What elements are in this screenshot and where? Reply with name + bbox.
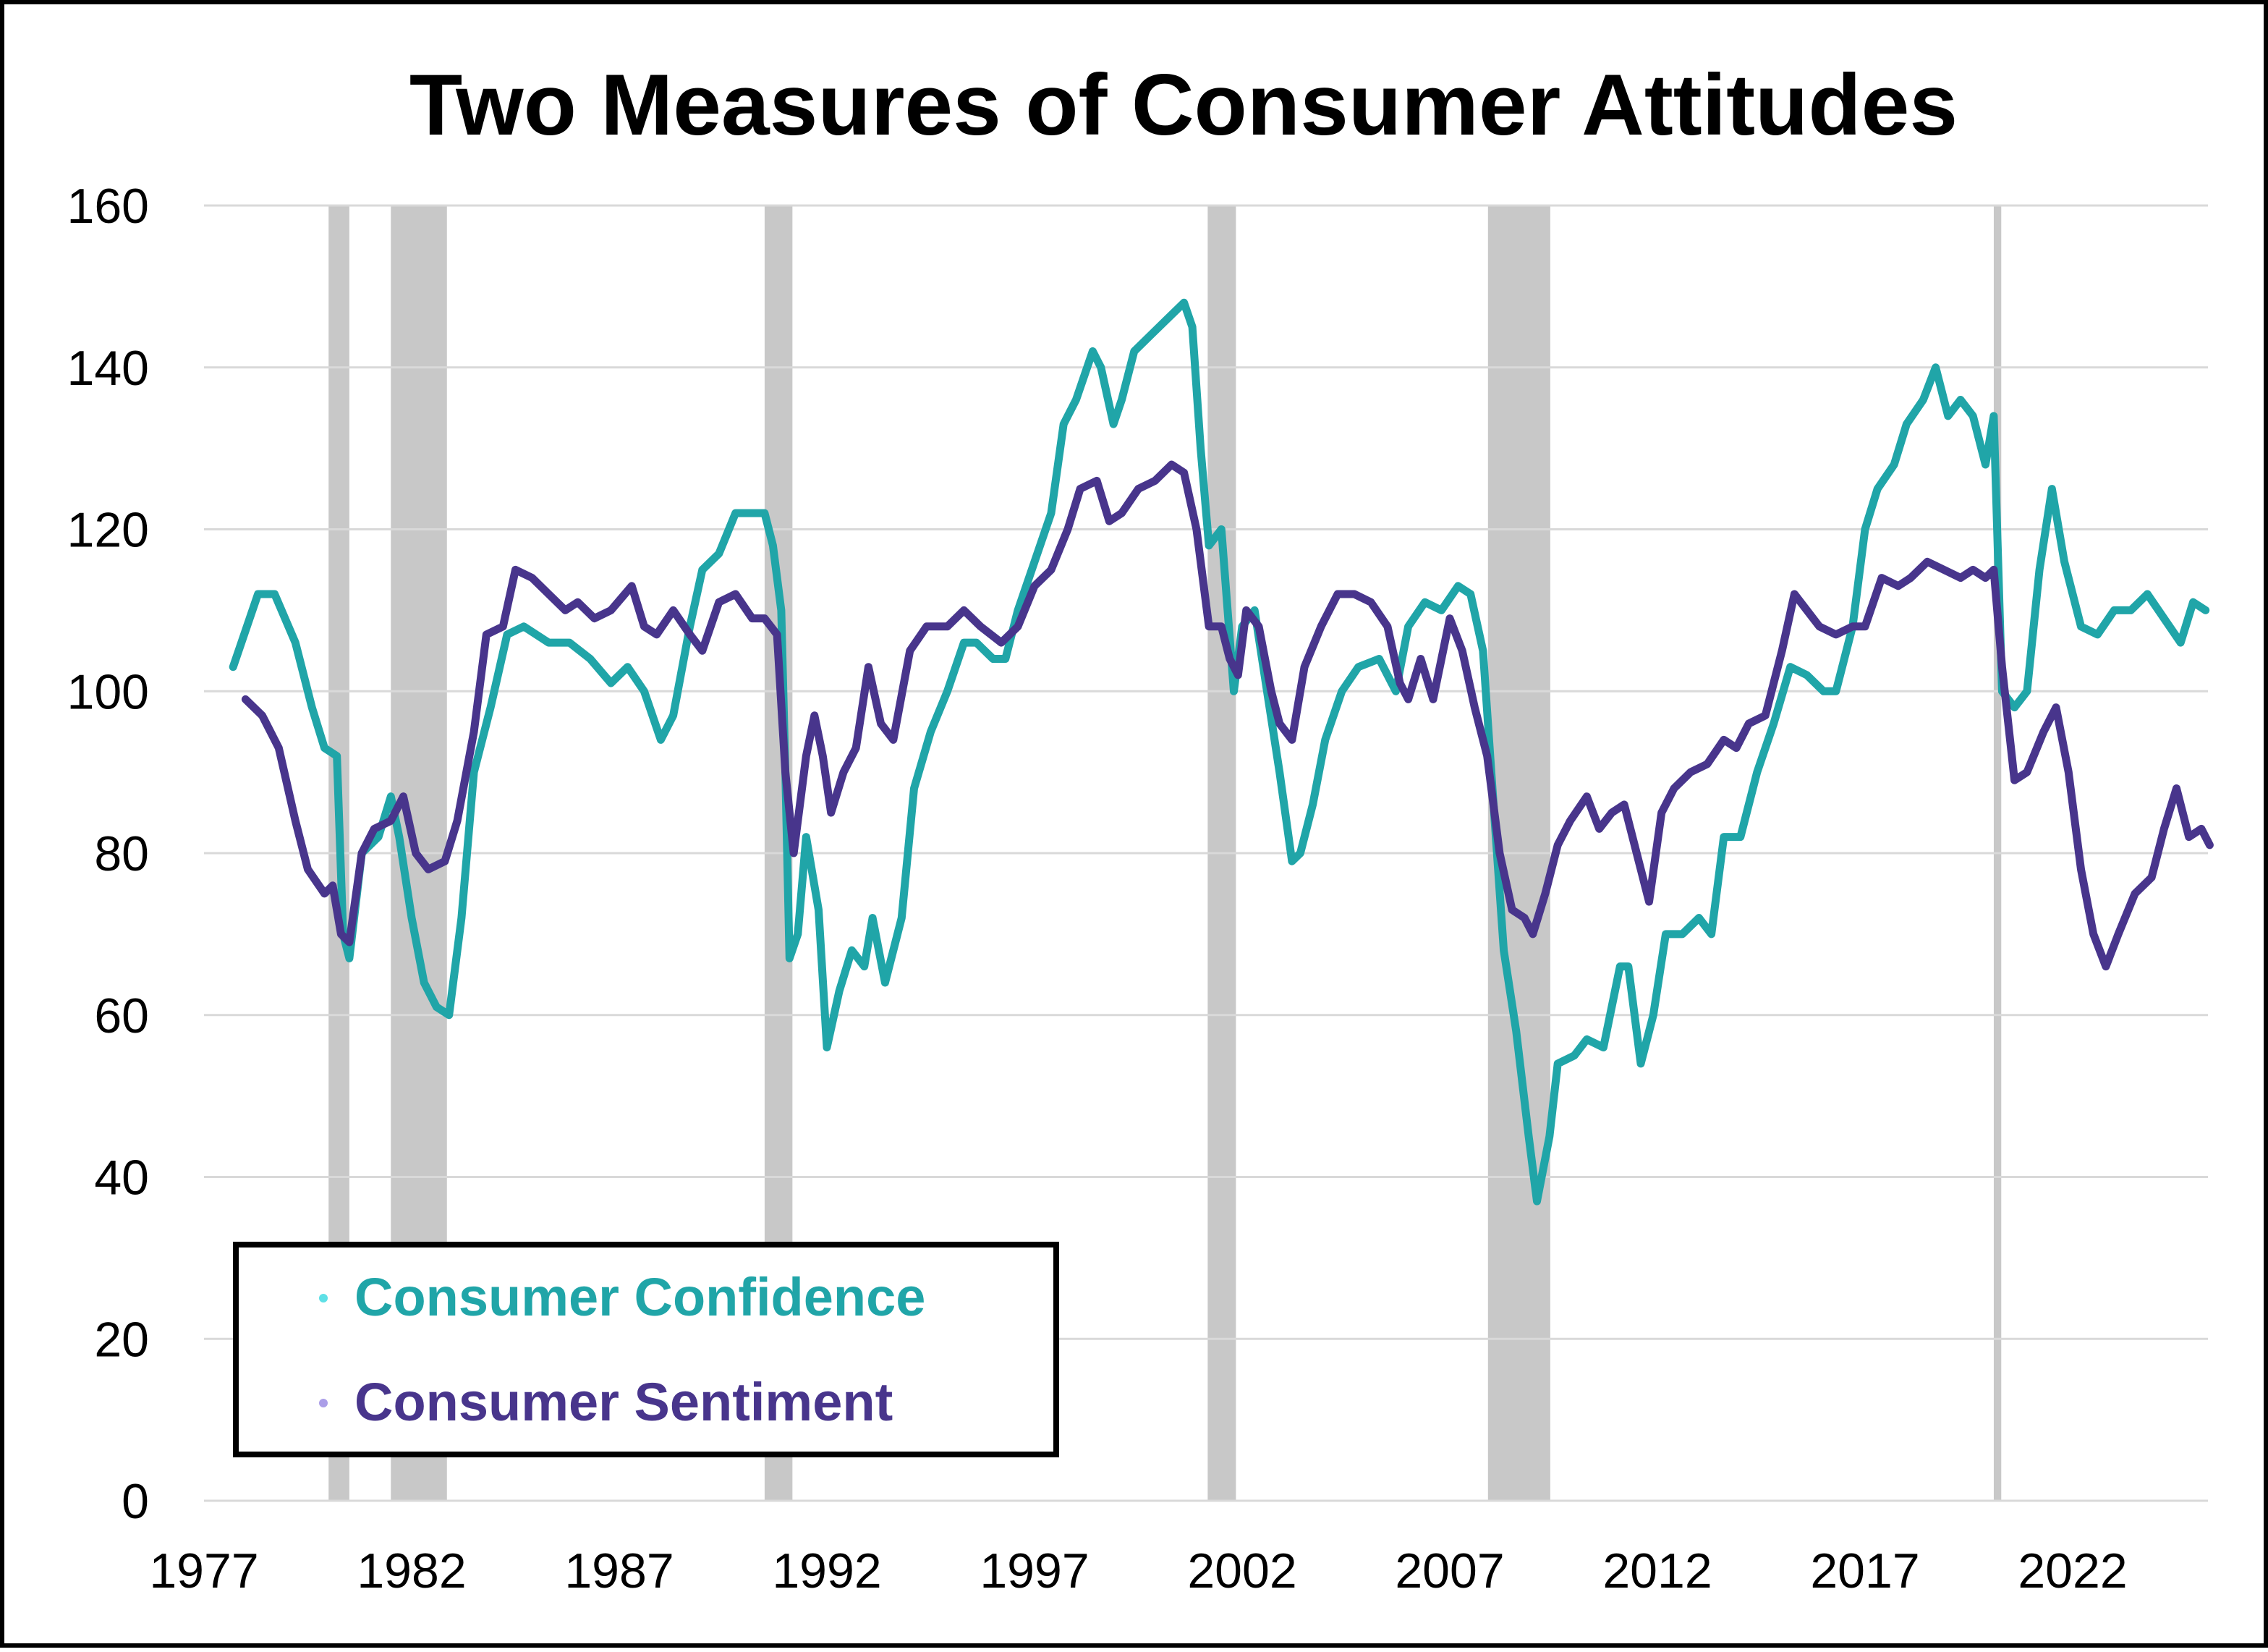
x-tick-label: 2012	[1602, 1543, 1712, 1598]
legend-confidence-label: Consumer Confidence	[354, 1267, 925, 1327]
x-tick-label: 2022	[2018, 1543, 2127, 1598]
y-tick-label: 100	[67, 664, 149, 719]
y-tick-label: 20	[94, 1312, 149, 1367]
y-tick-label: 140	[67, 341, 149, 396]
y-tick-label: 80	[94, 826, 149, 881]
legend-sentiment-marker	[319, 1399, 328, 1407]
legend-sentiment-label: Consumer Sentiment	[354, 1372, 893, 1432]
x-tick-label: 1977	[149, 1543, 258, 1598]
y-tick-label: 120	[67, 503, 149, 558]
consumer-sentiment-line	[241, 460, 2214, 971]
x-tick-label: 2017	[1810, 1543, 1919, 1598]
x-tick-label: 2007	[1395, 1543, 1504, 1598]
x-tick-label: 1982	[357, 1543, 466, 1598]
series-lines	[229, 298, 2214, 1206]
y-tick-label: 160	[67, 179, 149, 234]
legend: Consumer Confidence Consumer Sentiment	[233, 1242, 1059, 1457]
x-tick-label: 1997	[980, 1543, 1089, 1598]
x-tick-label: 2002	[1187, 1543, 1296, 1598]
legend-confidence-marker	[319, 1294, 328, 1302]
y-tick-label: 60	[94, 988, 149, 1043]
x-tick-label: 1992	[772, 1543, 881, 1598]
legend-box	[233, 1242, 1059, 1457]
y-tick-label: 40	[94, 1151, 149, 1206]
x-axis-ticks: 1977 1982 1987 1992 1997 2002 2007 2012 2017 2022	[149, 1543, 2127, 1598]
y-axis-ticks: 0 20 40 60 80 100 120 140 160	[67, 179, 149, 1529]
y-tick-label: 0	[122, 1474, 149, 1529]
x-tick-label: 1987	[564, 1543, 674, 1598]
chart-title: Two Measures of Consumer Attitudes	[409, 56, 1958, 153]
consumer-confidence-line	[229, 298, 2210, 1206]
